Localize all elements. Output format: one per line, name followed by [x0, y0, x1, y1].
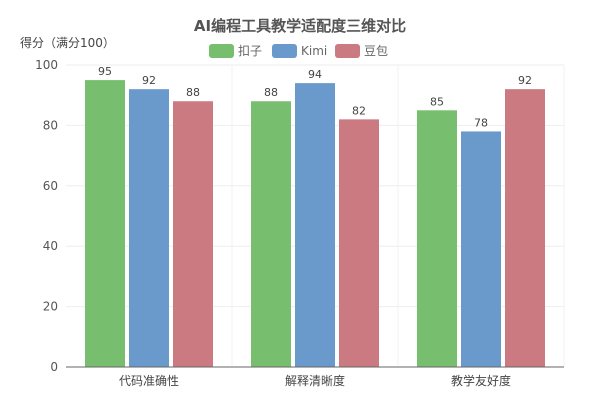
y-tick-label: 60: [43, 179, 58, 193]
legend-label-kouzi: 扣子: [238, 44, 262, 58]
bar[interactable]: [251, 101, 291, 368]
y-tick-label: 100: [35, 58, 58, 72]
legend-item-kouzi[interactable]: 扣子: [209, 44, 262, 58]
bar-value-label: 88: [186, 86, 200, 99]
bar[interactable]: [295, 83, 335, 368]
y-tick-label: 40: [43, 239, 58, 253]
x-tick-label: 代码准确性: [119, 374, 179, 388]
x-tick-label: 解释清晰度: [285, 373, 345, 388]
bar[interactable]: [173, 101, 213, 368]
chart-title: AI编程工具教学适配度三维对比: [194, 17, 406, 35]
bar-value-label: 85: [430, 95, 444, 108]
y-tick-label: 0: [50, 360, 58, 374]
bar-value-label: 95: [98, 65, 112, 78]
bar[interactable]: [461, 131, 501, 367]
bars: [85, 80, 545, 368]
bar-value-label: 94: [308, 68, 322, 81]
bar-value-label: 88: [264, 86, 278, 99]
x-tick-label: 教学友好度: [451, 373, 511, 388]
legend-swatch-doubao: [335, 44, 360, 58]
bar[interactable]: [505, 89, 545, 367]
data-labels: 95 92 88 88 94 82 85 78 92: [98, 65, 532, 129]
y-axis-label: 得分（满分100）: [20, 35, 115, 50]
legend-label-doubao: 豆包: [364, 44, 388, 58]
legend-item-kimi[interactable]: Kimi: [272, 44, 327, 58]
y-tick-label: 20: [43, 300, 58, 314]
legend-label-kimi: Kimi: [301, 44, 327, 58]
legend-item-doubao[interactable]: 豆包: [335, 44, 388, 58]
bar-value-label: 92: [142, 74, 156, 87]
legend: 扣子 Kimi 豆包: [209, 44, 388, 58]
x-axis: 代码准确性 解释清晰度 教学友好度: [66, 366, 564, 388]
y-axis-ticks: 0 20 40 60 80 100: [35, 58, 58, 374]
bar-value-label: 92: [518, 74, 532, 87]
y-tick-label: 80: [43, 118, 58, 132]
bar[interactable]: [85, 80, 125, 367]
bar-value-label: 82: [352, 104, 366, 117]
bar-value-label: 78: [474, 116, 488, 129]
bar[interactable]: [339, 119, 379, 367]
bar[interactable]: [417, 110, 457, 368]
bar[interactable]: [129, 89, 169, 367]
legend-swatch-kimi: [272, 44, 297, 58]
legend-swatch-kouzi: [209, 44, 234, 58]
